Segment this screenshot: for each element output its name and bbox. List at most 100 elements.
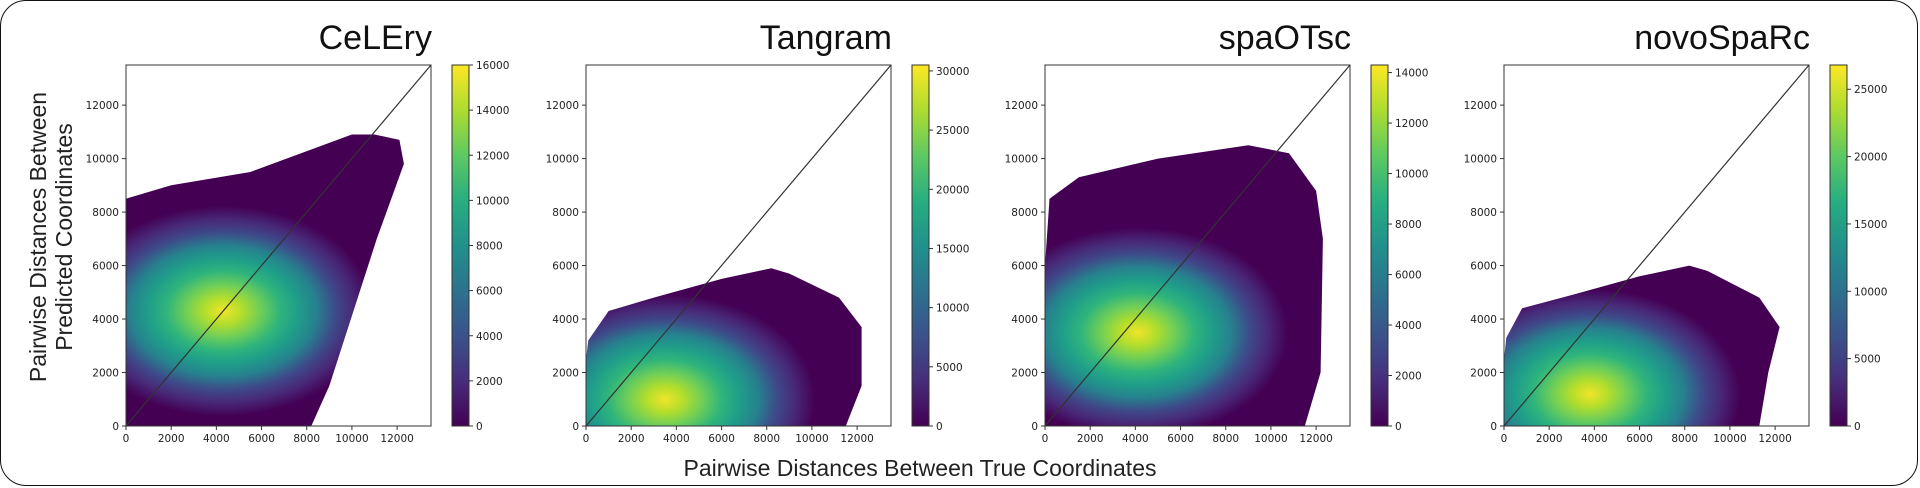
panel-title: CeLEry: [319, 19, 432, 57]
colorbar-tick-label: 30000: [936, 66, 969, 78]
colorbar-tick-label: 8000: [1395, 219, 1422, 231]
x-tick-label: 0: [123, 433, 130, 445]
y-tick-label: 2000: [552, 368, 579, 380]
y-tick-label: 10000: [1464, 154, 1497, 166]
x-tick-label: 0: [1501, 433, 1508, 445]
x-tick-label: 6000: [248, 433, 275, 445]
y-tick-label: 4000: [92, 314, 119, 326]
x-tick-label: 12000: [1299, 433, 1332, 445]
colorbar-tick-label: 4000: [476, 331, 503, 343]
panel-celery: 0 2000 4000 6000 8000 10000 12000 0 2000 4000 6000…: [86, 19, 510, 445]
colorbar-tick-label: 12000: [476, 150, 509, 162]
shared-y-axis-label-line1: Pairwise Distances Between: [25, 92, 51, 382]
x-tick-label: 0: [1042, 433, 1049, 445]
axes-frame: [125, 64, 432, 427]
y-tick-label: 0: [1031, 421, 1038, 433]
y-tick-label: 8000: [1011, 207, 1038, 219]
colorbar: [911, 64, 930, 427]
axes-frame: [585, 64, 892, 427]
colorbar: [1829, 64, 1848, 427]
x-tick-label: 10000: [1713, 433, 1746, 445]
y-tick-label: 4000: [552, 314, 579, 326]
panel-title: Tangram: [760, 19, 892, 57]
colorbar-tick-label: 10000: [1395, 169, 1428, 181]
x-tick-label: 4000: [203, 433, 230, 445]
colorbar-tick-label: 5000: [936, 362, 963, 374]
y-tick-label: 0: [1490, 421, 1497, 433]
panel-spaotsc: 0 2000 4000 6000 8000 10000 12000 0 2000 4000 6000…: [1005, 19, 1429, 445]
panel-title: novoSpaRc: [1634, 19, 1810, 57]
y-tick-label: 2000: [92, 368, 119, 380]
x-tick-label: 8000: [1212, 433, 1239, 445]
colorbar-tick-label: 25000: [1854, 84, 1887, 96]
colorbar-tick-label: 10000: [1854, 286, 1887, 298]
panel-novosparc: 0 2000 4000 6000 8000 10000 12000 0 2000 4000 6000…: [1464, 19, 1888, 445]
x-tick-label: 6000: [1626, 433, 1653, 445]
x-tick-label: 4000: [1581, 433, 1608, 445]
y-tick-label: 10000: [86, 154, 119, 166]
y-tick-label: 2000: [1011, 368, 1038, 380]
x-tick-label: 8000: [293, 433, 320, 445]
panel-tangram: 0 2000 4000 6000 8000 10000 12000 0 2000 4000 6000…: [546, 19, 970, 445]
x-tick-label: 2000: [158, 433, 185, 445]
axes-frame: [1044, 64, 1351, 427]
colorbar-tick-label: 4000: [1395, 320, 1422, 332]
colorbar-tick-label: 16000: [476, 60, 509, 72]
colorbar-tick-label: 0: [1395, 421, 1402, 433]
identity-line: [1044, 64, 1351, 427]
identity-line: [125, 64, 432, 427]
y-tick-label: 10000: [546, 154, 579, 166]
x-tick-label: 6000: [708, 433, 735, 445]
panel-title: spaOTsc: [1219, 19, 1351, 57]
identity-line: [1503, 64, 1810, 427]
y-tick-label: 12000: [546, 100, 579, 112]
axes-frame: [1503, 64, 1810, 427]
y-tick-label: 6000: [1011, 261, 1038, 273]
colorbar-tick-label: 10000: [476, 195, 509, 207]
colorbar-tick-label: 6000: [476, 286, 503, 298]
colorbar-tick-label: 15000: [1854, 219, 1887, 231]
colorbar-tick-label: 0: [476, 421, 483, 433]
y-tick-label: 6000: [92, 261, 119, 273]
colorbar: [1370, 64, 1389, 427]
x-tick-label: 12000: [380, 433, 413, 445]
x-tick-label: 2000: [1077, 433, 1104, 445]
x-tick-label: 6000: [1167, 433, 1194, 445]
colorbar-tick-label: 2000: [1395, 371, 1422, 383]
x-tick-label: 8000: [1671, 433, 1698, 445]
shared-y-axis-label-line2: Predicted Coordinates: [51, 123, 77, 351]
y-tick-label: 8000: [552, 207, 579, 219]
x-tick-label: 12000: [840, 433, 873, 445]
x-tick-label: 4000: [663, 433, 690, 445]
x-tick-label: 2000: [1536, 433, 1563, 445]
y-tick-label: 8000: [92, 207, 119, 219]
x-tick-label: 10000: [335, 433, 368, 445]
colorbar: [451, 64, 470, 427]
colorbar-tick-label: 2000: [476, 376, 503, 388]
shared-x-axis-label: Pairwise Distances Between True Coordina…: [683, 455, 1156, 481]
x-tick-label: 12000: [1758, 433, 1791, 445]
colorbar-tick-label: 5000: [1854, 354, 1881, 366]
panels: 0 2000 4000 6000 8000 10000 12000 0 2000 4000 6000…: [86, 19, 1888, 445]
x-tick-label: 0: [583, 433, 590, 445]
colorbar-tick-label: 14000: [476, 105, 509, 117]
y-tick-label: 8000: [1470, 207, 1497, 219]
x-tick-label: 4000: [1122, 433, 1149, 445]
y-tick-label: 0: [572, 421, 579, 433]
colorbar-tick-label: 0: [936, 421, 943, 433]
colorbar-tick-label: 25000: [936, 125, 969, 137]
y-tick-label: 4000: [1470, 314, 1497, 326]
x-tick-label: 10000: [795, 433, 828, 445]
y-tick-label: 10000: [1005, 154, 1038, 166]
colorbar-tick-label: 12000: [1395, 118, 1428, 130]
y-tick-label: 0: [112, 421, 119, 433]
y-tick-label: 4000: [1011, 314, 1038, 326]
colorbar-tick-label: 8000: [476, 241, 503, 253]
colorbar-tick-label: 6000: [1395, 270, 1422, 282]
y-tick-label: 2000: [1470, 368, 1497, 380]
y-tick-label: 12000: [86, 100, 119, 112]
x-tick-label: 10000: [1254, 433, 1287, 445]
colorbar-tick-label: 20000: [1854, 152, 1887, 164]
colorbar-tick-label: 14000: [1395, 68, 1428, 80]
